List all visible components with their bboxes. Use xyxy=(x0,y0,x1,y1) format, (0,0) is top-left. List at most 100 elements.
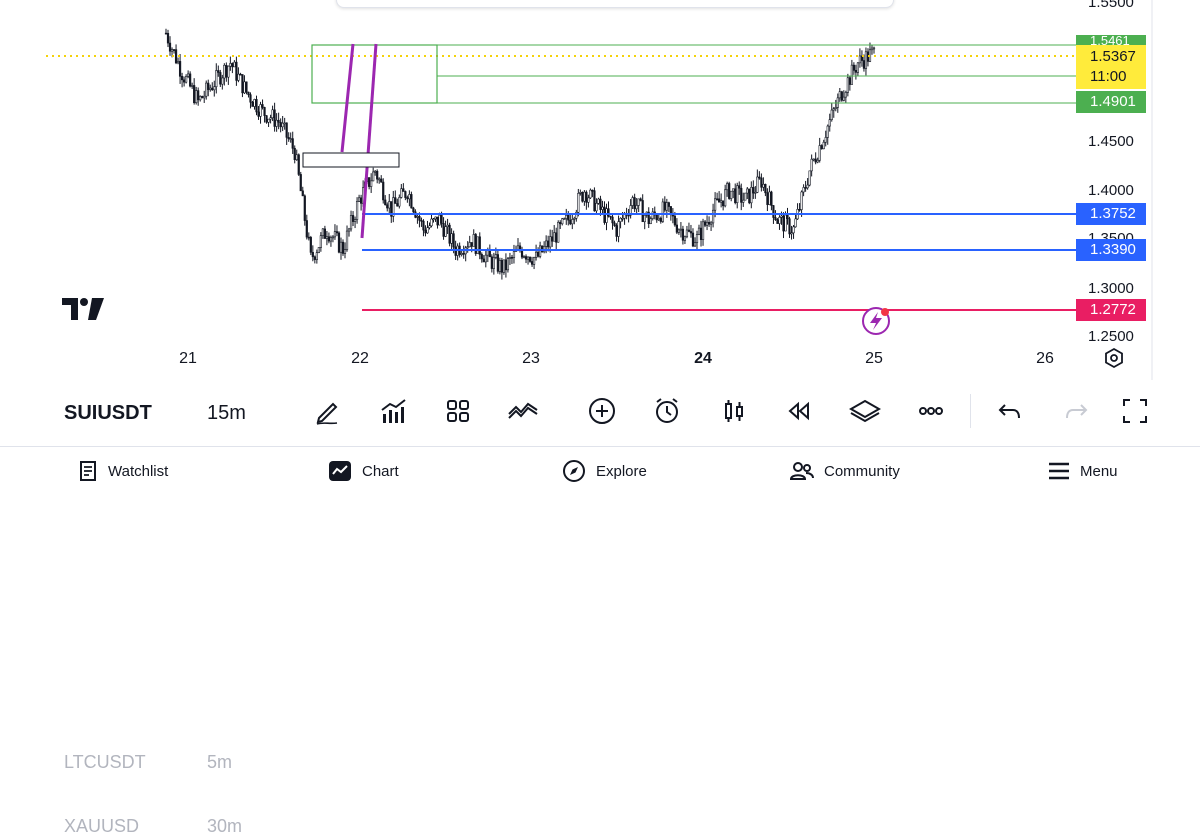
support-2-tag: 1.3390 xyxy=(1076,239,1146,261)
compare-icon[interactable] xyxy=(506,396,540,426)
candle-body xyxy=(718,198,721,203)
purple-drawing-2[interactable] xyxy=(360,43,378,239)
candle-body xyxy=(850,64,853,85)
candle-body xyxy=(697,227,701,235)
bottom-toolbar: LTCUSDT 5m XAUUSD 30m xyxy=(0,380,1152,836)
candle-body xyxy=(297,154,300,175)
candle-body xyxy=(319,235,322,248)
candle-body xyxy=(699,227,703,240)
nav-community[interactable]: Community xyxy=(790,447,900,495)
candle-body xyxy=(374,170,377,173)
candle-body xyxy=(404,191,407,198)
candle-body xyxy=(792,226,795,234)
current-price-value: 1.5367 xyxy=(1090,48,1136,65)
candle-body xyxy=(732,188,735,192)
candle-body xyxy=(557,222,560,243)
candle-body xyxy=(406,197,409,200)
candle-body xyxy=(376,170,379,180)
candle-body xyxy=(716,198,719,201)
candle-body xyxy=(571,219,574,225)
templates-icon[interactable] xyxy=(441,396,475,426)
symbol-next[interactable]: XAUUSD xyxy=(64,816,140,836)
alert-lightning-icon[interactable] xyxy=(862,307,890,335)
candle-body xyxy=(205,82,208,97)
timeframe-next[interactable]: 30m xyxy=(207,816,243,836)
candle-body xyxy=(693,242,697,247)
undo-icon[interactable] xyxy=(993,396,1027,426)
candle-body xyxy=(277,119,280,123)
candle-body xyxy=(834,107,837,109)
candle-body xyxy=(372,171,375,182)
drawing-rectangle[interactable] xyxy=(302,152,400,168)
candle-body xyxy=(329,237,333,242)
chart-area[interactable]: 1.5500 1.4500 1.4000 1.3500 1.3000 1.250… xyxy=(0,0,1200,380)
candle-body xyxy=(263,107,266,116)
fullscreen-icon[interactable] xyxy=(1118,396,1152,426)
candle-body xyxy=(539,245,542,257)
candle-body xyxy=(265,115,268,123)
symbol-name[interactable]: SUIUSDT xyxy=(64,402,152,424)
candle-body xyxy=(707,221,711,225)
candle-body xyxy=(591,189,594,192)
candle-body xyxy=(227,65,230,78)
candle-body xyxy=(860,55,864,61)
candle-body xyxy=(174,49,178,64)
timeframe-prev[interactable]: 5m xyxy=(207,752,233,772)
candle-body xyxy=(734,188,737,204)
price-chart[interactable] xyxy=(0,0,1200,380)
date-tick: 24 xyxy=(694,350,712,367)
candle-body xyxy=(299,174,302,192)
candle-body xyxy=(683,236,687,241)
bar-replay-icon[interactable] xyxy=(717,396,751,426)
nav-explore[interactable]: Explore xyxy=(562,447,647,495)
candle-body xyxy=(301,190,304,197)
nav-explore-label: Explore xyxy=(596,462,647,480)
candle-body xyxy=(545,240,548,247)
candle-body xyxy=(528,256,532,262)
candle-body xyxy=(259,104,262,117)
indicators-icon[interactable] xyxy=(376,396,410,426)
more-icon[interactable] xyxy=(914,396,948,426)
candle-body xyxy=(782,215,785,232)
candle-body xyxy=(271,109,274,119)
nav-watchlist[interactable]: Watchlist xyxy=(78,447,168,495)
candle-body xyxy=(555,232,558,243)
symbol-prev[interactable]: LTCUSDT xyxy=(64,752,146,772)
nav-chart[interactable]: Chart xyxy=(328,447,399,495)
candle-body xyxy=(333,231,337,238)
layers-icon[interactable] xyxy=(848,396,882,426)
candle-body xyxy=(492,257,495,269)
candle-body xyxy=(446,224,449,227)
candle-body xyxy=(611,216,614,224)
brush-icon[interactable] xyxy=(311,396,345,426)
nav-menu[interactable]: Menu xyxy=(1048,447,1118,495)
candle-body xyxy=(168,42,172,52)
redo-icon[interactable] xyxy=(1059,396,1093,426)
candle-body xyxy=(195,90,198,104)
alert-clock-icon[interactable] xyxy=(650,396,684,426)
add-icon[interactable] xyxy=(585,396,619,426)
purple-drawing-1[interactable] xyxy=(340,43,355,153)
tradingview-logo-icon xyxy=(62,296,106,327)
candle-body xyxy=(424,229,427,234)
candle-body xyxy=(728,183,731,199)
timeframe-selector[interactable]: 15m xyxy=(207,402,246,424)
chart-settings-icon[interactable] xyxy=(1102,346,1126,370)
candle-body xyxy=(283,122,286,125)
candle-body xyxy=(289,138,292,140)
rewind-icon[interactable] xyxy=(782,396,816,426)
candle-body xyxy=(601,206,604,210)
candle-body xyxy=(508,256,512,259)
candle-body xyxy=(587,197,590,203)
candle-body xyxy=(394,197,397,204)
candle-body xyxy=(639,198,642,201)
candle-body xyxy=(522,256,526,258)
candle-body xyxy=(641,200,644,223)
current-price-tag: 1.5367 11:00 xyxy=(1076,45,1146,89)
candle-body xyxy=(341,241,345,254)
candle-body xyxy=(766,192,769,205)
candle-body xyxy=(756,176,759,193)
candles xyxy=(164,28,876,280)
candle-body xyxy=(589,189,592,199)
candle-body xyxy=(500,260,503,273)
